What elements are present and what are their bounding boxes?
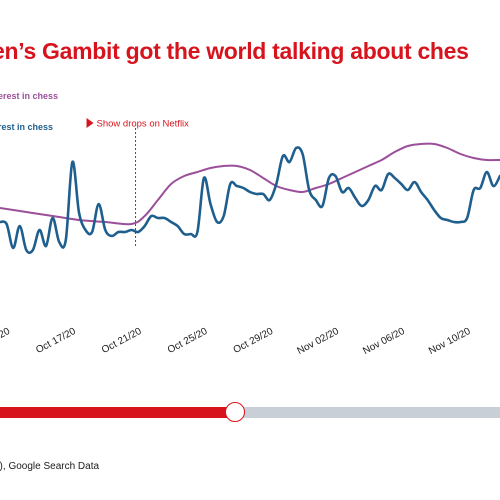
- x-tick-label: Nov 02/20: [295, 326, 341, 357]
- netflix-annotation-label: Show drops on Netflix: [97, 119, 190, 130]
- x-tick-label: Oct 17/20: [34, 326, 78, 356]
- time-slider-progress[interactable]: [0, 407, 236, 418]
- x-tick-label: Oct 21/20: [100, 326, 144, 356]
- chart-title: en’s Gambit got the world talking about …: [0, 38, 469, 64]
- netflix-annotation-marker: [86, 118, 94, 128]
- series-line-purple: [0, 142, 500, 226]
- x-tick-label: 13/20: [0, 326, 12, 348]
- x-tick-label: Oct 25/20: [166, 326, 210, 356]
- series-line-blue: [0, 146, 500, 255]
- time-slider-track[interactable]: [236, 407, 500, 418]
- x-tick-label: Oct 29/20: [232, 326, 276, 356]
- legend-purple-series: erest in chess: [0, 91, 59, 101]
- legend-blue-series: rest in chess: [0, 122, 54, 132]
- time-slider-thumb[interactable]: [225, 402, 245, 422]
- x-tick-label: Nov 06/20: [361, 326, 407, 357]
- source-note: a), Google Search Data: [0, 461, 100, 472]
- x-tick-label: Nov 10/20: [427, 326, 473, 357]
- x-axis-ticks: 13/20 Oct 17/20 Oct 21/20 Oct 25/20 Oct 29/2…: [0, 326, 473, 357]
